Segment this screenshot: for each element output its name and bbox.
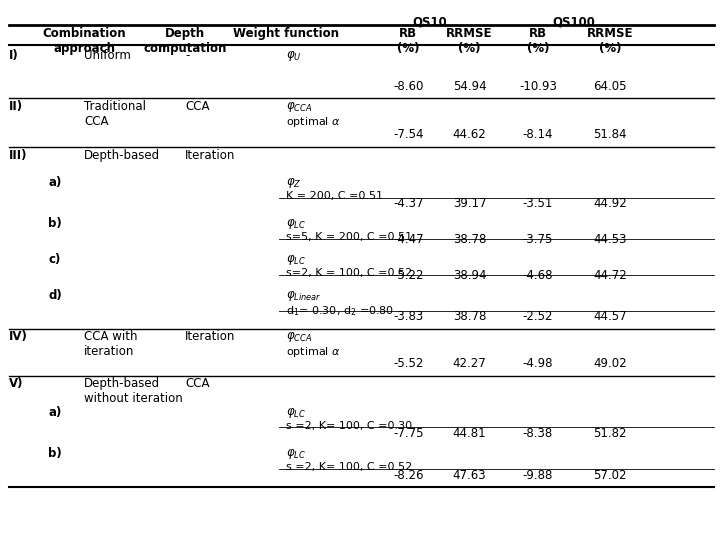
Text: III): III) xyxy=(9,148,27,162)
Text: 57.02: 57.02 xyxy=(594,469,627,481)
Text: -8.26: -8.26 xyxy=(393,469,424,481)
Text: 38.78: 38.78 xyxy=(453,310,487,324)
Text: $\varphi_{LC}$: $\varphi_{LC}$ xyxy=(286,406,306,420)
Text: $\varphi_{LC}$: $\varphi_{LC}$ xyxy=(286,447,306,461)
Text: -8.60: -8.60 xyxy=(393,80,424,93)
Text: Depth
computation: Depth computation xyxy=(143,27,227,55)
Text: d): d) xyxy=(48,289,62,302)
Text: b): b) xyxy=(48,447,62,460)
Text: -10.93: -10.93 xyxy=(519,80,557,93)
Text: Depth-based
without iteration: Depth-based without iteration xyxy=(84,377,183,406)
Text: 44.62: 44.62 xyxy=(453,129,487,141)
Text: -8.14: -8.14 xyxy=(523,129,553,141)
Text: V): V) xyxy=(9,377,23,391)
Text: Combination
approach: Combination approach xyxy=(43,27,126,55)
Text: optimal $\alpha$: optimal $\alpha$ xyxy=(286,345,341,360)
Text: $\varphi_U$: $\varphi_U$ xyxy=(286,49,301,63)
Text: K = 200, C =0.51: K = 200, C =0.51 xyxy=(286,191,383,201)
Text: -4.68: -4.68 xyxy=(523,269,553,282)
Text: -4.37: -4.37 xyxy=(393,197,424,211)
Text: Iteration: Iteration xyxy=(185,331,236,343)
Text: Weight function: Weight function xyxy=(233,27,339,40)
Text: QS10: QS10 xyxy=(413,15,448,28)
Text: CCA: CCA xyxy=(185,377,210,391)
Text: 44.92: 44.92 xyxy=(593,197,627,211)
Text: RRMSE
(%): RRMSE (%) xyxy=(587,27,633,55)
Text: -3.75: -3.75 xyxy=(523,233,553,246)
Text: 42.27: 42.27 xyxy=(453,357,487,370)
Text: s =2, K= 100, C =0.30: s =2, K= 100, C =0.30 xyxy=(286,421,412,431)
Text: -9.88: -9.88 xyxy=(523,469,553,481)
Text: a): a) xyxy=(48,176,61,189)
Text: s =2, K= 100, C =0.52: s =2, K= 100, C =0.52 xyxy=(286,462,412,472)
Text: b): b) xyxy=(48,218,62,230)
Text: 38.94: 38.94 xyxy=(453,269,487,282)
Text: II): II) xyxy=(9,100,22,113)
Text: CCA: CCA xyxy=(185,100,210,113)
Text: CCA with
iteration: CCA with iteration xyxy=(84,331,137,358)
Text: 51.82: 51.82 xyxy=(594,427,627,440)
Text: -5.52: -5.52 xyxy=(393,357,424,370)
Text: -4.98: -4.98 xyxy=(523,357,553,370)
Text: 47.63: 47.63 xyxy=(453,469,487,481)
Text: 44.72: 44.72 xyxy=(593,269,627,282)
Text: 51.84: 51.84 xyxy=(594,129,627,141)
Text: optimal $\alpha$: optimal $\alpha$ xyxy=(286,115,341,129)
Text: RRMSE
(%): RRMSE (%) xyxy=(446,27,493,55)
Text: -: - xyxy=(185,49,189,62)
Text: $\varphi_{LC}$: $\varphi_{LC}$ xyxy=(286,253,306,267)
Text: 38.78: 38.78 xyxy=(453,233,487,246)
Text: -3.51: -3.51 xyxy=(523,197,553,211)
Text: s=5, K = 200, C =0.51: s=5, K = 200, C =0.51 xyxy=(286,232,412,242)
Text: QS100: QS100 xyxy=(552,15,596,28)
Text: -5.22: -5.22 xyxy=(393,269,424,282)
Text: IV): IV) xyxy=(9,331,27,343)
Text: -7.75: -7.75 xyxy=(393,427,424,440)
Text: 44.57: 44.57 xyxy=(593,310,627,324)
Text: -3.83: -3.83 xyxy=(393,310,424,324)
Text: 44.53: 44.53 xyxy=(594,233,627,246)
Text: Depth-based: Depth-based xyxy=(84,148,161,162)
Text: s=2, K = 100, C =0.52: s=2, K = 100, C =0.52 xyxy=(286,268,412,278)
Text: Uniform: Uniform xyxy=(84,49,131,62)
Text: 44.81: 44.81 xyxy=(453,427,487,440)
Text: $\varphi_{LC}$: $\varphi_{LC}$ xyxy=(286,218,306,232)
Text: $\varphi_{Linear}$: $\varphi_{Linear}$ xyxy=(286,289,322,303)
Text: c): c) xyxy=(48,253,61,266)
Text: -7.54: -7.54 xyxy=(393,129,424,141)
Text: Iteration: Iteration xyxy=(185,148,236,162)
Text: $\varphi_{CCA}$: $\varphi_{CCA}$ xyxy=(286,100,312,114)
Text: 54.94: 54.94 xyxy=(453,80,487,93)
Text: RB
(%): RB (%) xyxy=(397,27,419,55)
Text: RB
(%): RB (%) xyxy=(526,27,549,55)
Text: -2.52: -2.52 xyxy=(523,310,553,324)
Text: -4.47: -4.47 xyxy=(393,233,424,246)
Text: 49.02: 49.02 xyxy=(593,357,627,370)
Text: d$_1$= 0.30, d$_2$ =0.80: d$_1$= 0.30, d$_2$ =0.80 xyxy=(286,304,394,318)
Text: $\varphi_{CCA}$: $\varphi_{CCA}$ xyxy=(286,331,312,345)
Text: 64.05: 64.05 xyxy=(594,80,627,93)
Text: I): I) xyxy=(9,49,18,62)
Text: -8.38: -8.38 xyxy=(523,427,553,440)
Text: a): a) xyxy=(48,406,61,419)
Text: Traditional
CCA: Traditional CCA xyxy=(84,100,146,128)
Text: $\varphi_Z$: $\varphi_Z$ xyxy=(286,176,301,190)
Text: 39.17: 39.17 xyxy=(453,197,487,211)
